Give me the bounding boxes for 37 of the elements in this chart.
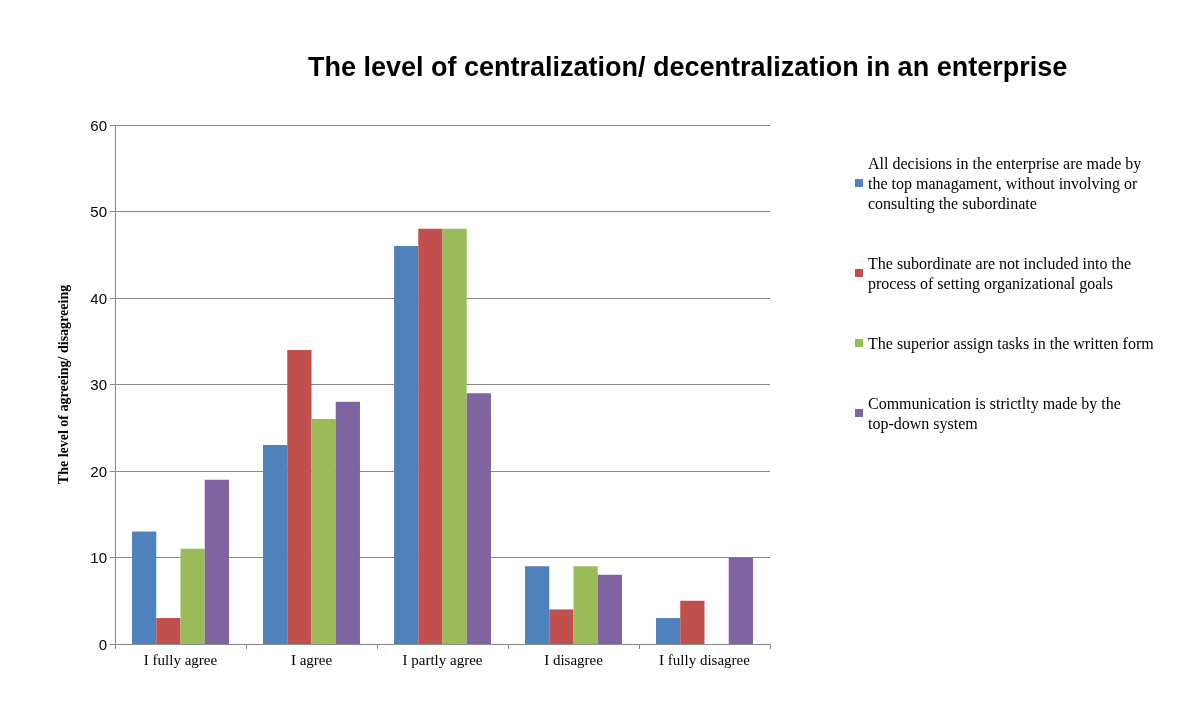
bar xyxy=(728,557,753,644)
x-tick-label: I fully disagree xyxy=(659,651,751,668)
bar xyxy=(204,479,229,644)
bar xyxy=(156,618,181,644)
x-tick-label: I partly agree xyxy=(402,651,483,668)
bar xyxy=(311,419,336,644)
bar xyxy=(680,600,705,644)
x-tick-label: I fully agree xyxy=(143,651,218,668)
y-tick-label: 60 xyxy=(90,116,107,134)
bar xyxy=(597,574,622,644)
y-tick-label: 50 xyxy=(90,203,107,220)
bar xyxy=(656,618,681,644)
bar xyxy=(418,228,443,644)
y-tick-label: 0 xyxy=(98,635,107,653)
bar xyxy=(573,566,598,644)
bar xyxy=(180,548,205,644)
y-tick-label: 20 xyxy=(90,462,107,480)
y-tick-label: 10 xyxy=(90,549,107,566)
bar xyxy=(287,349,312,644)
bar xyxy=(132,531,157,644)
legend-label: The superior assign tasks in the written form xyxy=(868,334,1155,353)
legend-label: Communication is strictlty made by the top-down system xyxy=(868,394,1125,433)
y-axis-title: The level of agreeing/ disagreeing xyxy=(55,284,71,485)
bar xyxy=(442,228,467,644)
legend-label: All decisions in the enterprise are made by the top managament, without involving or consulting the subordinate xyxy=(868,154,1146,213)
bar xyxy=(394,246,419,644)
y-tick-label: 40 xyxy=(90,289,107,307)
bar xyxy=(549,609,574,644)
legend-label: The subordinate are not included into the process of setting organizational goals xyxy=(868,254,1136,293)
bar xyxy=(263,445,288,644)
x-tick-label: I disagree xyxy=(544,651,604,668)
bar xyxy=(466,393,491,644)
bar xyxy=(525,566,550,644)
bar xyxy=(335,401,360,644)
x-tick-label: I agree xyxy=(290,651,333,668)
y-tick-label: 30 xyxy=(90,376,107,393)
chart-title: The level of centralization/ decentralization in an enterprise xyxy=(308,51,1068,82)
